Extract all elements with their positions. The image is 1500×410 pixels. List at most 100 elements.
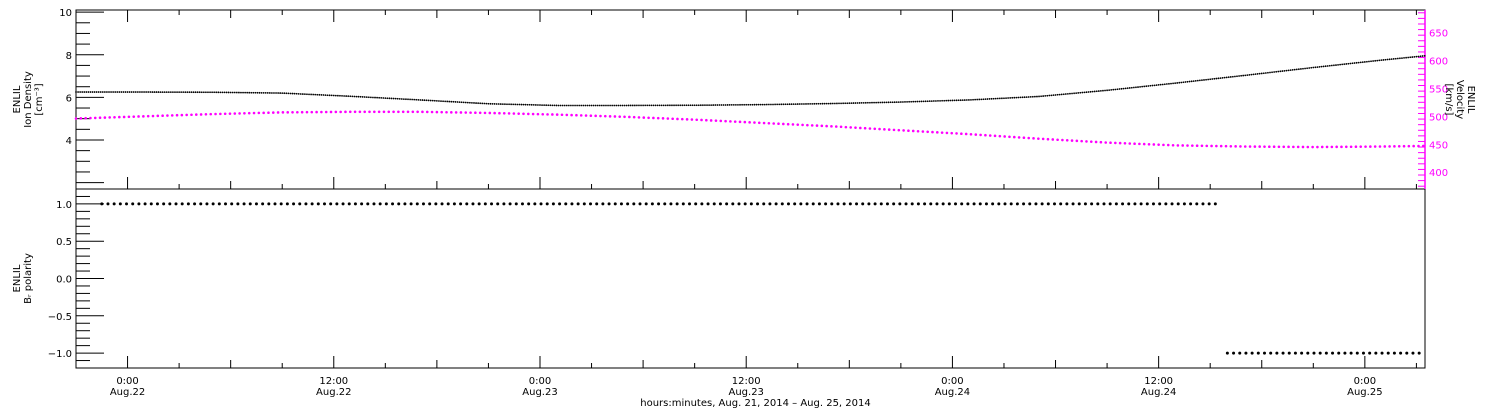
density-point [295, 92, 298, 95]
velocity-point [1152, 143, 1156, 146]
density-point [450, 100, 453, 103]
polarity-point [892, 202, 896, 206]
polarity-point [391, 202, 395, 206]
velocity-point [1133, 142, 1136, 145]
density-point [326, 94, 329, 97]
x-tick-time-label: 0:00 [116, 376, 138, 387]
velocity-point [233, 112, 237, 115]
density-point [970, 98, 972, 101]
density-point [782, 103, 785, 106]
polarity-point [576, 202, 580, 206]
density-point [889, 101, 892, 104]
polarity-point [1300, 351, 1304, 355]
density-point [169, 91, 172, 94]
density-point [603, 104, 605, 107]
velocity-point [161, 114, 164, 117]
polarity-point [793, 202, 797, 206]
velocity-series [74, 110, 1425, 149]
velocity-point [1171, 143, 1175, 147]
velocity-point [1195, 144, 1199, 148]
velocity-point [522, 112, 525, 116]
density-point [669, 104, 671, 107]
polarity-point [879, 202, 883, 206]
density-point [306, 93, 308, 96]
density-point [825, 102, 828, 105]
density-point [658, 104, 661, 107]
density-point [1264, 72, 1267, 74]
polarity-point [285, 202, 289, 206]
density-point [916, 100, 919, 103]
velocity-point [652, 116, 655, 120]
polarity-point [694, 202, 698, 206]
density-point [1190, 80, 1193, 83]
velocity-point [854, 126, 857, 129]
polarity-point [1059, 202, 1063, 206]
velocity-point [1186, 144, 1189, 147]
velocity-point [1340, 145, 1343, 149]
polarity-point [446, 202, 450, 206]
velocity-point [93, 116, 97, 120]
polarity-point [1337, 351, 1341, 355]
polarity-point [1083, 202, 1087, 206]
density-point [1403, 56, 1405, 59]
density-point [1009, 97, 1012, 99]
polarity-point [1349, 351, 1353, 355]
density-point [532, 103, 535, 106]
density-point [1366, 60, 1368, 63]
velocity-point [118, 115, 121, 119]
density-point [823, 102, 826, 105]
density-point [1390, 58, 1393, 61]
velocity-point [849, 126, 852, 129]
velocity-point [281, 111, 285, 114]
density-point [246, 91, 249, 94]
density-point [755, 103, 758, 106]
density-point [939, 99, 941, 102]
x-tick-date-label: Aug.24 [1141, 387, 1176, 398]
density-point [1137, 86, 1139, 88]
density-point [772, 103, 774, 106]
density-point [143, 91, 145, 93]
density-point [334, 94, 337, 97]
density-point [112, 91, 115, 93]
velocity-point [435, 110, 439, 114]
density-point [1203, 79, 1205, 81]
density-point [396, 97, 399, 100]
velocity-point [733, 120, 737, 123]
density-point [899, 101, 902, 103]
polarity-point [112, 202, 116, 206]
velocity-point [724, 119, 727, 123]
velocity-point [589, 114, 593, 117]
density-point [1330, 64, 1333, 67]
density-point [803, 103, 805, 105]
density-point [128, 91, 131, 93]
velocity-point [1311, 145, 1314, 149]
polarity-point [551, 202, 555, 206]
density-point [860, 102, 863, 104]
density-point [697, 104, 700, 107]
density-point [1248, 73, 1251, 76]
density-point [633, 104, 636, 107]
polarity-point [180, 202, 184, 206]
density-point [1038, 95, 1040, 98]
velocity-point [1080, 139, 1083, 143]
x-tick-date-label: Aug.23 [522, 387, 557, 398]
density-point [1304, 67, 1306, 70]
velocity-point [1032, 137, 1035, 140]
velocity-tick-label: 550 [1429, 84, 1448, 95]
velocity-point [623, 115, 626, 119]
density-point [172, 91, 174, 94]
density-point [285, 92, 288, 95]
density-point [642, 104, 644, 107]
velocity-point [921, 130, 925, 133]
velocity-point [108, 116, 111, 119]
velocity-point [1104, 141, 1108, 144]
density-point [1089, 90, 1092, 93]
velocity-axis-title-line: Velocity [1454, 80, 1465, 119]
density-point [994, 97, 997, 100]
polarity-point [817, 202, 821, 206]
density-point [788, 103, 791, 106]
density-point [778, 103, 781, 106]
density-point [1407, 56, 1410, 59]
velocity-point [1325, 145, 1329, 149]
